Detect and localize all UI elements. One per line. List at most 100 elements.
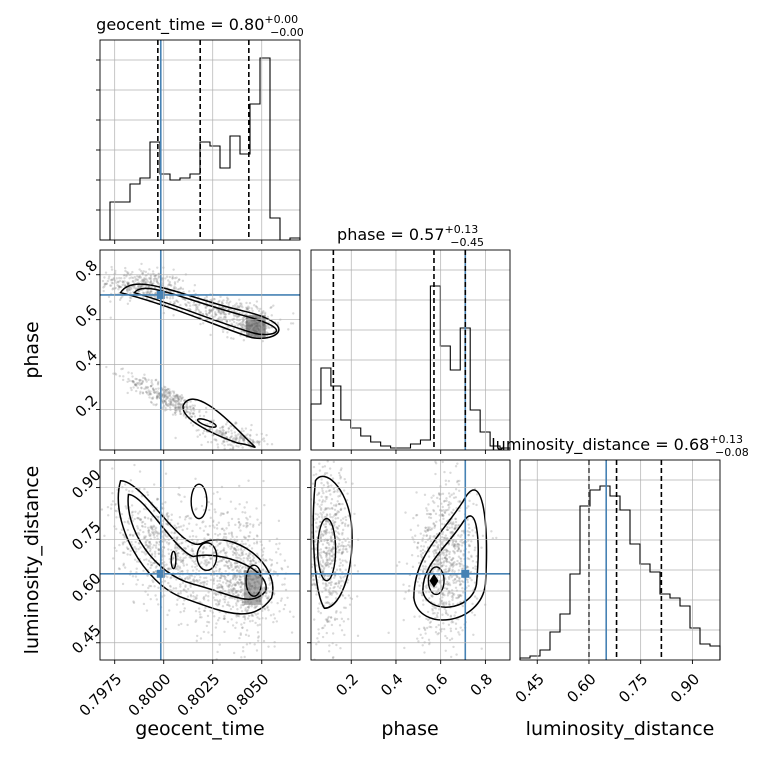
hist-phase-bin-0	[311, 404, 321, 450]
panel-phase-vs-geocent-time-ytick-label-3: 0.8	[72, 256, 102, 286]
panel-luminosity-distance-vs-geocent-time	[100, 460, 300, 660]
hist-phase-frame	[310, 249, 511, 451]
xlabel-phase: phase	[381, 718, 438, 740]
hist-phase-bin-13	[440, 346, 450, 450]
hist-phase-bin-16	[470, 410, 480, 450]
panel-phase-vs-geocent-time-contour-inner	[133, 287, 278, 336]
hist-luminosity-distance-bin-19	[710, 646, 720, 660]
hist-phase-title-minus: −0.45	[450, 236, 484, 249]
hist-geocent-time-bin-4	[140, 178, 150, 240]
hist-phase-title-value: phase = 0.57	[337, 225, 444, 244]
hist-luminosity-distance-bin-15	[670, 598, 680, 660]
hist-luminosity-distance-bin-9	[610, 496, 620, 660]
hist-luminosity-distance-bin-16	[680, 606, 690, 660]
hist-luminosity-distance	[519, 460, 721, 660]
hist-geocent-time-title-minus: −0.00	[270, 26, 304, 39]
hist-phase-bin-6	[371, 442, 381, 450]
panel-luminosity-distance-vs-geocent-time-contour-center	[196, 542, 218, 572]
hist-phase-title-plus: +0.13	[445, 223, 479, 236]
hist-geocent-time-bin-11	[210, 146, 220, 240]
hist-geocent-time-bin-3	[130, 184, 140, 240]
panel-luminosity-distance-vs-geocent-time-density	[100, 463, 295, 660]
panel-luminosity-distance-vs-phase-contour-right-outer	[413, 489, 488, 621]
hist-phase-step	[310, 285, 511, 450]
hist-luminosity-distance-step	[519, 485, 721, 660]
panel-luminosity-distance-vs-geocent-time-truth-marker	[156, 569, 165, 578]
hist-geocent-time-bin-15	[250, 104, 260, 240]
hist-luminosity-distance-xtick-label-0: 0.45	[512, 670, 548, 706]
panel-luminosity-distance-vs-phase-truth-marker	[461, 569, 470, 578]
hist-geocent-time-bin-12	[220, 168, 230, 240]
hist-geocent-time-bin-7	[170, 180, 180, 240]
hist-luminosity-distance-bin-14	[660, 594, 670, 660]
panel-luminosity-distance-vs-geocent-time-ytick-label-3: 0.90	[68, 466, 104, 502]
panel-luminosity-distance-vs-phase-contour-left-outer	[312, 475, 353, 610]
hist-phase-bin-3	[341, 420, 351, 450]
panel-phase-vs-geocent-time-contour-lower	[182, 398, 256, 448]
hist-phase-bin-10	[411, 444, 421, 450]
panel-phase-vs-geocent-time-truth-marker	[156, 290, 165, 299]
hist-geocent-time-title: geocent_time = 0.80+0.00 −0.00	[96, 13, 304, 39]
hist-luminosity-distance-bin-3	[550, 632, 560, 660]
panel-luminosity-distance-vs-phase-xtick-label-1: 0.4	[377, 670, 407, 700]
panel-luminosity-distance-vs-phase-xtick-label-3: 0.8	[467, 670, 497, 700]
hist-luminosity-distance-bin-17	[690, 628, 700, 660]
hist-luminosity-distance-bin-2	[540, 650, 550, 660]
panel-luminosity-distance-vs-phase-peak-marker	[429, 573, 439, 588]
hist-geocent-time-bin-8	[180, 178, 190, 240]
hist-phase-bin-11	[420, 440, 430, 450]
xlabel-luminosity-distance: luminosity_distance	[526, 718, 715, 740]
panel-phase-vs-geocent-time-ytick-label-0: 0.2	[72, 391, 102, 421]
panel-luminosity-distance-vs-geocent-time-ytick-label-2: 0.75	[68, 518, 104, 554]
hist-luminosity-distance-title-minus: −0.08	[715, 446, 749, 459]
panel-luminosity-distance-vs-geocent-time-contour-small	[170, 550, 177, 570]
panel-luminosity-distance-vs-phase-xtick-label-0: 0.2	[332, 670, 362, 700]
hist-phase-bin-14	[450, 370, 460, 450]
hist-geocent-time-bin-13	[230, 136, 240, 240]
hist-phase-bin-2	[331, 386, 341, 450]
panel-phase-vs-geocent-time	[100, 250, 300, 450]
panel-phase-vs-geocent-time-frame	[99, 249, 301, 451]
panel-luminosity-distance-vs-geocent-time-ytick-label-0: 0.45	[68, 621, 104, 657]
panel-phase-vs-geocent-time-density	[101, 262, 295, 450]
panel-luminosity-distance-vs-geocent-time-frame	[99, 459, 301, 661]
hist-luminosity-distance-bin-1	[530, 656, 540, 660]
hist-geocent-time-bin-2	[120, 202, 130, 240]
panel-luminosity-distance-vs-phase	[311, 460, 510, 660]
panel-luminosity-distance-vs-geocent-time-contour-top	[190, 483, 208, 520]
hist-phase-bin-7	[381, 446, 391, 450]
hist-luminosity-distance-bin-10	[620, 510, 630, 660]
hist-phase-grid	[350, 250, 486, 450]
hist-luminosity-distance-xtick-label-3: 0.90	[667, 670, 703, 706]
panel-luminosity-distance-vs-phase-contour-right-mid	[422, 515, 479, 608]
hist-geocent-time-frame	[99, 39, 301, 241]
hist-luminosity-distance-title-value: luminosity_distance = 0.68	[491, 435, 709, 455]
hist-luminosity-distance-bin-4	[560, 614, 570, 660]
panel-luminosity-distance-vs-phase-frame	[310, 459, 511, 661]
hist-geocent-time-bin-9	[190, 174, 200, 240]
panel-luminosity-distance-vs-geocent-time-contour-outer	[117, 479, 274, 615]
panel-luminosity-distance-vs-phase-contour-left-inner	[317, 517, 337, 582]
panel-phase-vs-geocent-time-ytick-label-2: 0.6	[72, 301, 102, 331]
hist-phase-title: phase = 0.57+0.13 −0.45	[337, 223, 484, 249]
panel-luminosity-distance-vs-geocent-time-xtick-label-1: 0.8000	[125, 670, 175, 720]
ylabel-luminosity-distance: luminosity_distance	[21, 466, 43, 655]
panel-luminosity-distance-vs-phase-xtick-label-2: 0.6	[422, 670, 452, 700]
hist-luminosity-distance-bin-5	[570, 574, 580, 660]
panel-luminosity-distance-vs-geocent-time-xtick-label-2: 0.8025	[174, 670, 224, 720]
panel-luminosity-distance-vs-phase-contour-right-inner	[427, 566, 445, 596]
hist-phase-bin-1	[321, 368, 331, 450]
panel-phase-vs-geocent-time-contour-outer	[119, 283, 280, 340]
panel-luminosity-distance-vs-phase-density	[311, 460, 498, 660]
hist-luminosity-distance-bin-7	[590, 490, 600, 660]
hist-phase-bin-12	[430, 286, 440, 450]
hist-geocent-time-title-value: geocent_time = 0.80	[96, 15, 264, 35]
hist-geocent-time-step	[100, 57, 301, 241]
hist-luminosity-distance-frame	[519, 459, 721, 661]
hist-luminosity-distance-bin-8	[600, 486, 610, 660]
hist-luminosity-distance-bin-13	[650, 572, 660, 660]
panel-luminosity-distance-vs-geocent-time-ytick-label-1: 0.60	[68, 569, 104, 605]
hist-geocent-time-title-plus: +0.00	[264, 13, 298, 26]
hist-geocent-time-bin-10	[200, 142, 210, 240]
hist-geocent-time-bin-17	[270, 218, 280, 240]
